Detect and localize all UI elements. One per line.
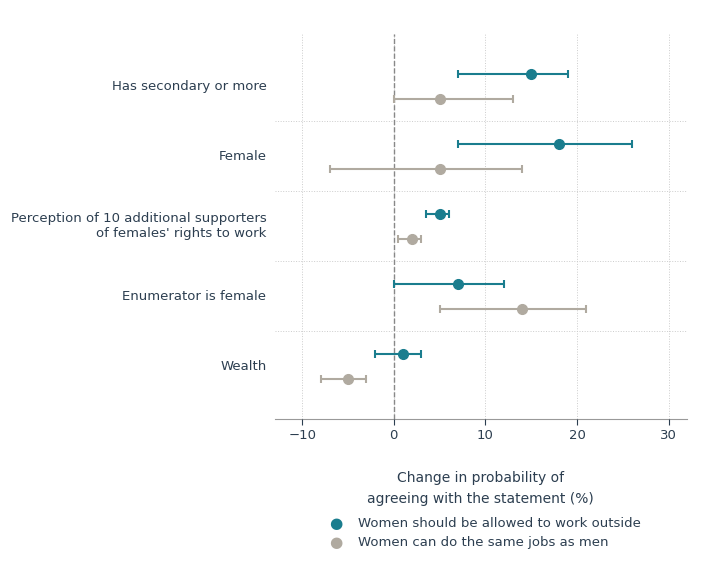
Text: Perception of 10 additional supporters
of females' rights to work: Perception of 10 additional supporters o… — [11, 212, 267, 241]
Text: Has secondary or more: Has secondary or more — [111, 80, 267, 93]
Text: Change in probability of: Change in probability of — [397, 471, 565, 485]
Text: ●: ● — [330, 535, 343, 550]
Text: agreeing with the statement (%): agreeing with the statement (%) — [367, 492, 594, 506]
Text: Women should be allowed to work outside: Women should be allowed to work outside — [358, 517, 641, 530]
Text: ●: ● — [330, 516, 343, 531]
Text: Wealth: Wealth — [221, 360, 267, 373]
Text: Enumerator is female: Enumerator is female — [122, 290, 267, 303]
Text: Women can do the same jobs as men: Women can do the same jobs as men — [358, 536, 608, 548]
Text: Female: Female — [218, 150, 267, 163]
